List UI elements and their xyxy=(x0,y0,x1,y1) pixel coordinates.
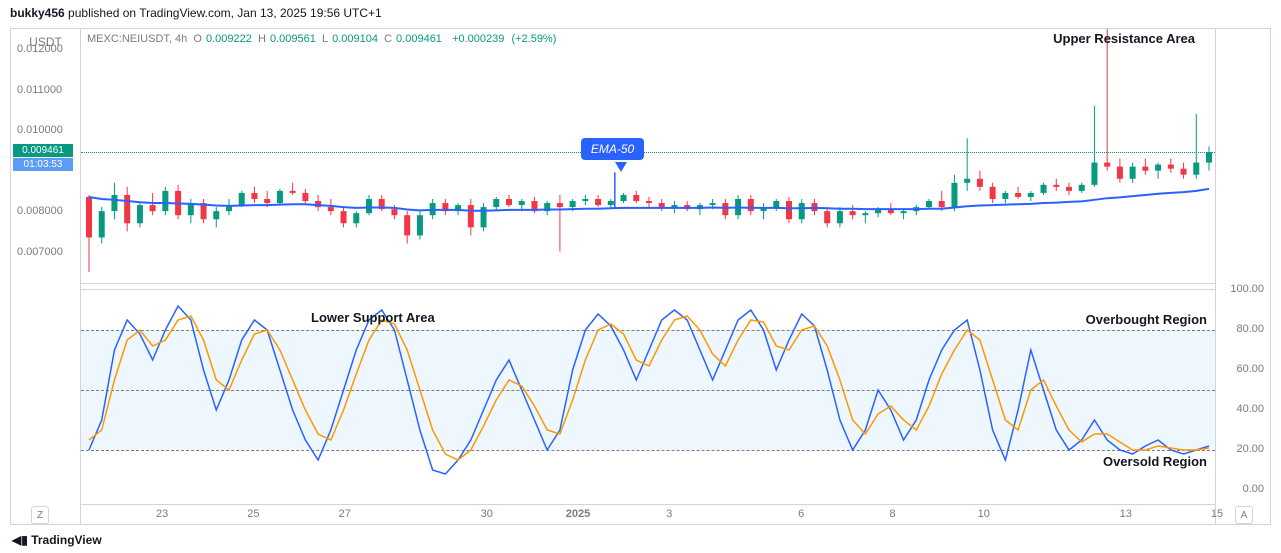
time-tick: 15 xyxy=(1211,508,1223,520)
left-corner-badge[interactable]: Z xyxy=(31,506,49,524)
indicator-tick: 100.00 xyxy=(1216,283,1270,295)
price-tick: 0.007000 xyxy=(11,246,80,258)
stochastic-svg xyxy=(81,290,1215,490)
time-tick: 6 xyxy=(798,508,804,520)
indicator-tick: 0.00 xyxy=(1216,483,1270,495)
time-tick: 27 xyxy=(339,508,351,520)
time-tick: 23 xyxy=(156,508,168,520)
price-tick: 0.010000 xyxy=(11,124,80,136)
ema-arrow-icon xyxy=(615,162,627,172)
oversold-annotation[interactable]: Oversold Region xyxy=(1103,454,1207,469)
indicator-pane[interactable]: Lower Support Area Overbought Region Ove… xyxy=(81,289,1215,489)
time-tick: 2025 xyxy=(566,508,590,520)
overbought-annotation[interactable]: Overbought Region xyxy=(1086,312,1207,327)
chart-container: USDT 0.0070000.0080000.0094610.0100000.0… xyxy=(10,28,1271,525)
current-price-badge: 0.009461 xyxy=(13,144,73,157)
indicator-tick: 40.00 xyxy=(1216,403,1270,415)
price-pane[interactable]: MEXC:NEIUSDT, 4h O0.009222 H0.009561 L0.… xyxy=(81,29,1215,284)
publisher-name: bukky456 xyxy=(10,6,65,20)
indicator-tick: 20.00 xyxy=(1216,443,1270,455)
time-tick: 10 xyxy=(978,508,990,520)
upper-resistance-annotation[interactable]: Upper Resistance Area xyxy=(1053,31,1195,46)
right-indicator-axis[interactable]: 0.00 20.00 40.00 60.00 80.00 100.00 xyxy=(1215,29,1270,524)
left-price-axis[interactable]: USDT 0.0070000.0080000.0094610.0100000.0… xyxy=(11,29,81,524)
time-tick: 30 xyxy=(481,508,493,520)
tradingview-logo[interactable]: ◀▮ TradingView xyxy=(12,533,102,547)
price-tick: 0.012000 xyxy=(11,43,80,55)
right-corner-badge[interactable]: A xyxy=(1235,506,1253,524)
price-tick: 0.011000 xyxy=(11,84,80,96)
ticker-info-row: MEXC:NEIUSDT, 4h O0.009222 H0.009561 L0.… xyxy=(87,33,556,45)
countdown-badge: 01:03:53 xyxy=(13,158,73,171)
time-tick: 3 xyxy=(666,508,672,520)
time-axis[interactable]: Z 232527302025368101315 A xyxy=(81,504,1215,524)
publish-header: bukky456 published on TradingView.com, J… xyxy=(0,0,1281,26)
time-tick: 25 xyxy=(247,508,259,520)
price-tick: 0.008000 xyxy=(11,205,80,217)
indicator-tick: 60.00 xyxy=(1216,363,1270,375)
indicator-tick: 80.00 xyxy=(1216,323,1270,335)
ema-callout[interactable]: EMA-50 xyxy=(581,138,644,160)
lower-support-annotation[interactable]: Lower Support Area xyxy=(311,310,435,325)
time-tick: 13 xyxy=(1120,508,1132,520)
chart-plot-area[interactable]: MEXC:NEIUSDT, 4h O0.009222 H0.009561 L0.… xyxy=(81,29,1215,504)
time-tick: 8 xyxy=(889,508,895,520)
logo-icon: ◀▮ xyxy=(12,533,28,547)
candlestick-svg xyxy=(81,29,1215,284)
